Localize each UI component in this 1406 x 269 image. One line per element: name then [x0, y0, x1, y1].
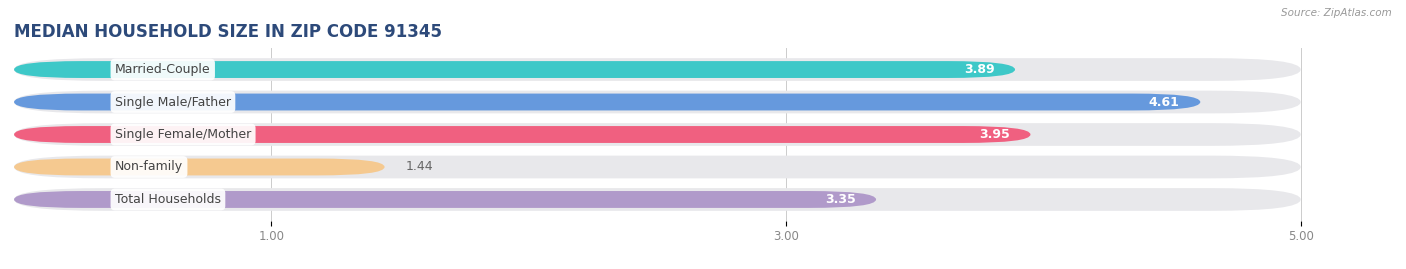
Text: Source: ZipAtlas.com: Source: ZipAtlas.com [1281, 8, 1392, 18]
Text: 3.35: 3.35 [825, 193, 855, 206]
FancyBboxPatch shape [14, 94, 1201, 111]
FancyBboxPatch shape [14, 188, 1301, 211]
FancyBboxPatch shape [14, 158, 385, 175]
FancyBboxPatch shape [14, 58, 1301, 81]
FancyBboxPatch shape [14, 126, 1031, 143]
Text: 4.61: 4.61 [1149, 95, 1180, 108]
FancyBboxPatch shape [14, 123, 1301, 146]
Text: 1.44: 1.44 [405, 161, 433, 174]
Text: Married-Couple: Married-Couple [115, 63, 211, 76]
Text: Non-family: Non-family [115, 161, 183, 174]
FancyBboxPatch shape [14, 191, 876, 208]
Text: MEDIAN HOUSEHOLD SIZE IN ZIP CODE 91345: MEDIAN HOUSEHOLD SIZE IN ZIP CODE 91345 [14, 23, 441, 41]
FancyBboxPatch shape [14, 91, 1301, 114]
FancyBboxPatch shape [14, 61, 1015, 78]
Text: Single Male/Father: Single Male/Father [115, 95, 231, 108]
Text: 3.95: 3.95 [979, 128, 1010, 141]
FancyBboxPatch shape [14, 155, 1301, 178]
Text: Single Female/Mother: Single Female/Mother [115, 128, 252, 141]
Text: Total Households: Total Households [115, 193, 221, 206]
Text: 3.89: 3.89 [965, 63, 994, 76]
